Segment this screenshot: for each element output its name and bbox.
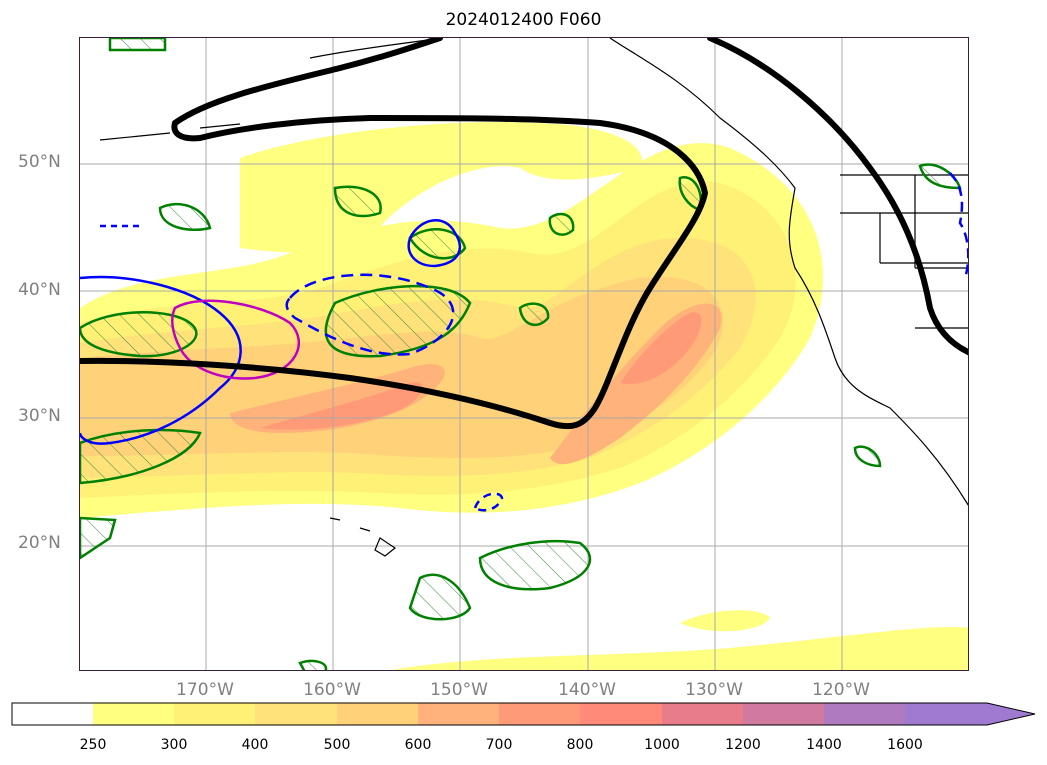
colorbar-tick-1400: 1400 [806, 737, 842, 753]
colorbar-tick-1000: 1000 [644, 737, 680, 753]
green-region-14 [853, 445, 882, 468]
colorbar-seg-3 [255, 703, 337, 725]
map-panel [79, 37, 969, 671]
black-thick-contours [80, 38, 968, 430]
shade-small-patch [680, 610, 770, 632]
green-region-5 [408, 573, 472, 621]
colorbar-tick-1200: 1200 [725, 737, 761, 753]
colorbar-seg-8 [662, 703, 743, 725]
coastline-aleutians [99, 123, 241, 141]
colorbar-seg-5 [418, 703, 499, 725]
lat-label-50N: 50°N [18, 152, 61, 172]
green-region-12 [548, 212, 575, 236]
green-region-16 [298, 659, 328, 670]
colorbar-seg-2 [174, 703, 255, 725]
shade-700-east [620, 312, 702, 384]
colorbar-seg-9 [743, 703, 824, 725]
lon-label-140W: 140°W [558, 680, 616, 700]
green-region-2 [80, 311, 198, 358]
green-region-8 [158, 202, 212, 232]
shade-600 [230, 364, 445, 433]
lat-label-30N: 30°N [18, 406, 61, 426]
green-region-1 [324, 284, 472, 358]
colorbar-outline [11, 702, 1036, 726]
blue-dashed-contour-3 [949, 172, 968, 279]
colorbar-seg-7 [580, 703, 662, 725]
green-region-10 [80, 516, 117, 560]
colorbar-tick-700: 700 [485, 737, 513, 753]
blue-contours [80, 172, 968, 512]
lon-label-130W: 130°W [685, 680, 743, 700]
map-title: 2024012400 F060 [445, 10, 602, 30]
blue-dashed-contour-2 [473, 492, 504, 512]
state-borders [840, 174, 968, 329]
black-contour-east [707, 38, 968, 356]
colorbar-seg-11 [905, 703, 987, 725]
shade-250-north [240, 122, 642, 253]
colorbar-seg-6 [499, 703, 580, 725]
colorbar-tick-250: 250 [79, 737, 107, 753]
lat-label-40N: 40°N [18, 280, 61, 300]
colorbar-tick-300: 300 [160, 737, 188, 753]
green-region-9 [108, 38, 167, 52]
coastline-hawaii [329, 517, 397, 557]
colorbar-tick-1600: 1600 [887, 737, 923, 753]
blue-dashed-contour-1 [285, 273, 455, 356]
green-region-4 [478, 539, 592, 591]
colorbar-seg-4 [337, 703, 418, 725]
black-contour-loop [80, 38, 709, 430]
colorbar-extend-arrow [987, 703, 1035, 725]
lon-label-160W: 160°W [303, 680, 361, 700]
magenta-contours [171, 299, 301, 380]
green-region-7 [333, 185, 382, 218]
coastline-pacific-nw [609, 38, 968, 506]
green-region-11 [518, 302, 550, 327]
graticule [80, 38, 968, 670]
colorbar-seg-0 [12, 703, 93, 725]
shade-south-bands [391, 627, 968, 670]
blue-solid-contour-2 [407, 219, 461, 268]
blue-solid-contour-1 [80, 275, 242, 445]
colorbar-tick-800: 800 [566, 737, 594, 753]
lon-label-170W: 170°W [176, 680, 234, 700]
colorbar-tick-600: 600 [404, 737, 432, 753]
green-region-6 [408, 228, 467, 260]
lon-label-120W: 120°W [812, 680, 870, 700]
colorbar-tick-400: 400 [241, 737, 269, 753]
colorbar-seg-10 [824, 703, 905, 725]
colorbar-segments [12, 703, 1035, 725]
colorbar-seg-1 [93, 703, 174, 725]
lon-label-150W: 150°W [430, 680, 488, 700]
lat-label-20N: 20°N [18, 533, 61, 553]
map-canvas [80, 38, 968, 670]
magenta-contour-1 [171, 299, 301, 380]
colorbar-tick-500: 500 [323, 737, 351, 753]
